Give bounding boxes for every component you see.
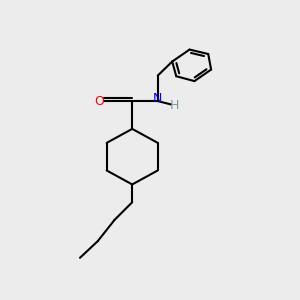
Text: O: O xyxy=(94,94,104,108)
Text: N: N xyxy=(153,92,163,105)
Text: H: H xyxy=(170,99,179,112)
